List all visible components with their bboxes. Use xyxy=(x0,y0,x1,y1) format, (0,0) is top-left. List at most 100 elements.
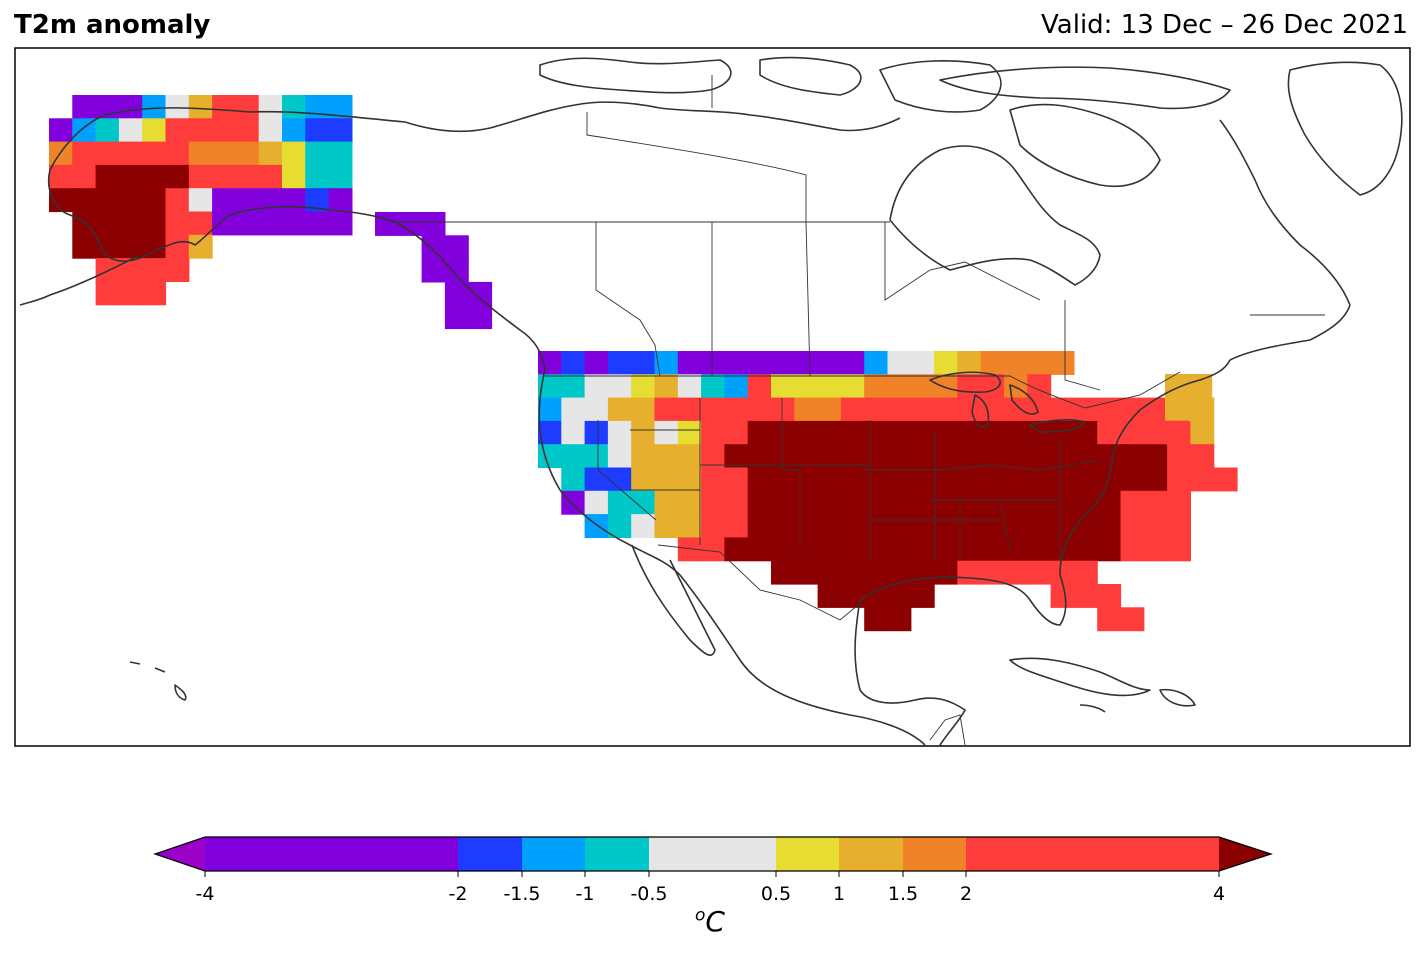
grid-cell xyxy=(654,374,679,399)
grid-cell xyxy=(1027,490,1052,515)
grid-cell xyxy=(840,351,865,375)
grid-cell xyxy=(817,444,842,469)
grid-cell xyxy=(794,420,819,445)
grid-cell xyxy=(957,420,982,445)
grid-cell xyxy=(980,420,1005,445)
grid-cell xyxy=(118,258,143,282)
grid-cell xyxy=(49,188,73,213)
grid-cell xyxy=(724,537,749,562)
colorbar-segment xyxy=(522,837,585,871)
grid-cell xyxy=(677,420,702,445)
grid-cell xyxy=(444,235,469,260)
grid-cell xyxy=(561,420,586,445)
grid-cell xyxy=(305,211,330,236)
grid-cell xyxy=(840,490,865,515)
grid-cell xyxy=(724,420,749,445)
grid-cell xyxy=(188,188,213,213)
grid-cell xyxy=(258,118,283,143)
grid-cell xyxy=(910,467,935,492)
grid-cell xyxy=(282,164,306,189)
grid-cell xyxy=(747,467,772,492)
grid-cell xyxy=(118,211,143,236)
grid-cell xyxy=(118,281,143,306)
grid-cell xyxy=(794,560,819,585)
grid-cell xyxy=(724,490,749,515)
grid-cell xyxy=(840,444,865,469)
grid-cell xyxy=(817,490,842,515)
grid-cell xyxy=(747,420,772,445)
grid-cell xyxy=(887,607,912,632)
grid-cell xyxy=(1027,467,1052,492)
grid-cell xyxy=(771,467,795,492)
grid-cell xyxy=(305,118,330,143)
grid-cell xyxy=(398,212,423,236)
grid-cell xyxy=(538,351,562,375)
colorbar-tick-label: 0.5 xyxy=(761,883,791,905)
grid-cell xyxy=(654,490,679,515)
grid-cell xyxy=(375,212,399,236)
grid-cell xyxy=(1190,467,1215,492)
grid-cell xyxy=(305,141,330,166)
grid-cell xyxy=(95,211,120,236)
grid-cell xyxy=(957,351,982,375)
colorbar-segment xyxy=(458,837,522,871)
grid-cell xyxy=(258,188,283,213)
grid-cell xyxy=(1050,537,1075,562)
grid-cell xyxy=(1097,514,1122,538)
grid-cell xyxy=(584,467,609,492)
grid-cell xyxy=(72,164,97,189)
grid-cell xyxy=(934,397,958,422)
grid-cell xyxy=(49,141,73,166)
grid-cell xyxy=(910,560,935,585)
grid-cell xyxy=(817,420,842,445)
grid-cell xyxy=(631,351,656,375)
grid-cell xyxy=(1050,584,1075,608)
grid-cell xyxy=(421,212,446,236)
grid-cell xyxy=(957,397,982,422)
grid-cell xyxy=(258,211,283,236)
grid-cell xyxy=(840,584,865,608)
grid-cell xyxy=(747,537,772,562)
grid-cell xyxy=(677,374,702,399)
colorbar-tick-label: -1 xyxy=(576,883,595,905)
colorbar-unit-label: oC xyxy=(695,905,725,938)
grid-cell xyxy=(72,118,97,143)
grid-cell xyxy=(188,211,213,236)
grid-cell xyxy=(607,374,632,399)
grid-cell xyxy=(188,234,213,259)
grid-cell xyxy=(421,235,446,260)
grid-cell xyxy=(1050,351,1075,375)
grid-cell xyxy=(864,444,889,469)
grid-cell xyxy=(701,514,725,538)
grid-cell xyxy=(165,95,190,119)
colorbar-scale xyxy=(153,836,1273,872)
grid-cell xyxy=(631,420,656,445)
grid-cell xyxy=(1165,420,1189,445)
grid-cell xyxy=(188,118,213,143)
grid-cell xyxy=(1050,467,1075,492)
map-title: T2m anomaly xyxy=(14,10,211,40)
grid-cell xyxy=(887,537,912,562)
grid-cell xyxy=(328,95,353,119)
grid-cell xyxy=(212,188,236,213)
grid-cell xyxy=(724,444,749,469)
grid-cell xyxy=(1143,420,1168,445)
grid-cell xyxy=(561,490,586,515)
grid-cell xyxy=(980,351,1005,375)
grid-cell xyxy=(142,234,167,259)
grid-cell xyxy=(817,351,842,375)
grid-cell xyxy=(142,258,167,282)
grid-cell xyxy=(1167,467,1191,492)
grid-cell xyxy=(887,420,912,445)
grid-cell xyxy=(282,188,306,213)
grid-cell xyxy=(654,514,679,538)
grid-cell xyxy=(212,211,236,236)
grid-cell xyxy=(1120,607,1145,632)
grid-cell xyxy=(631,490,656,515)
grid-cell xyxy=(794,397,819,422)
grid-cell xyxy=(165,188,190,213)
grid-cell xyxy=(607,490,632,515)
colorbar-tick-label: 1 xyxy=(833,883,845,905)
grid-cell xyxy=(864,584,889,608)
grid-cell xyxy=(188,95,213,119)
